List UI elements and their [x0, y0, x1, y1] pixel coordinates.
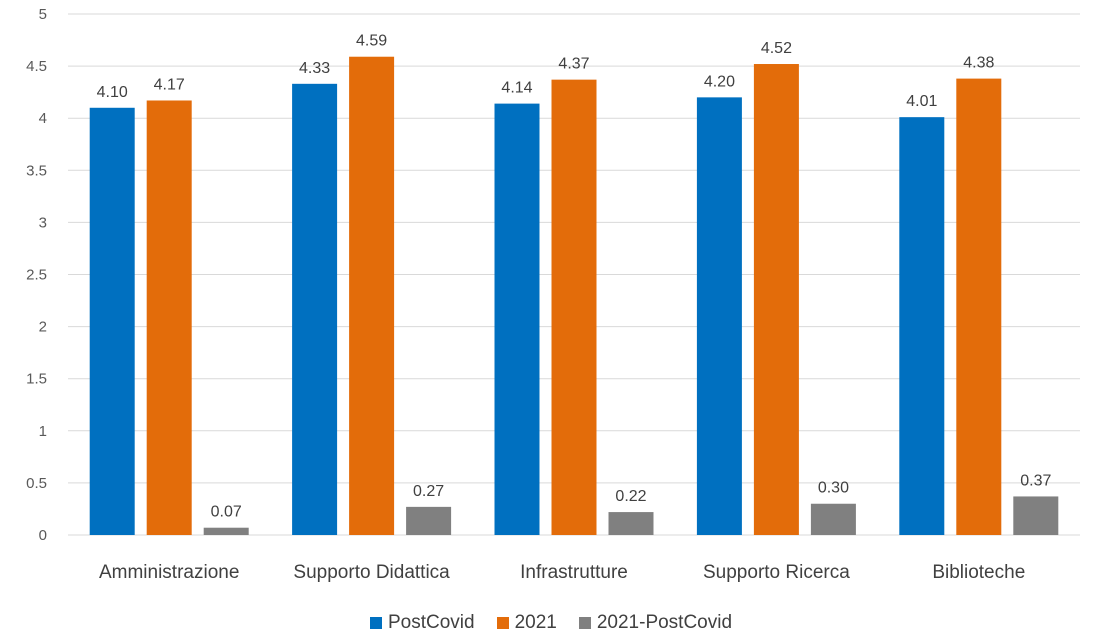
y-tick-label: 2.5: [26, 267, 47, 284]
legend-swatch: [369, 617, 382, 629]
y-tick-label: 2: [39, 319, 47, 336]
data-label: 4.10: [97, 84, 128, 101]
bar-2021: [551, 79, 597, 536]
data-label: 4.37: [558, 56, 589, 73]
y-tick-label: 4: [39, 110, 47, 127]
bars: [89, 56, 1059, 536]
data-label: 0.22: [615, 488, 646, 505]
bar-2021: [956, 78, 1002, 535]
y-tick-label: 4.5: [26, 58, 47, 75]
bar-2021-postcovid: [406, 506, 452, 535]
data-label: 4.01: [906, 93, 937, 110]
data-label: 0.37: [1020, 472, 1051, 489]
category-label: Amministrazione: [99, 562, 239, 583]
bar-2021: [349, 56, 395, 536]
bar-2021: [146, 100, 192, 536]
y-axis-ticks: 0 0.5 1 1.5 2 2.5 3 3.5 4 4.5 5: [26, 6, 47, 544]
legend: PostCovid 2021 2021-PostCovid: [0, 612, 1102, 634]
legend-item: 2021-PostCovid: [578, 612, 733, 634]
bar-chart: 00.511.522.533.544.55 4.10 4.170.074.334.…: [26, 6, 1080, 583]
bar-2021-postcovid: [203, 527, 249, 535]
category-label: Biblioteche: [932, 562, 1025, 583]
bar-postcovid: [89, 107, 135, 535]
category-label: Supporto Ricerca: [703, 562, 850, 583]
y-tick-label: 1.5: [26, 371, 47, 388]
y-tick-label: 3: [39, 214, 47, 231]
y-tick-label: 3.5: [26, 162, 47, 179]
bar-postcovid: [494, 103, 540, 535]
bar-2021: [753, 64, 799, 536]
legend-label: 2021: [514, 612, 557, 633]
legend-item: 2021: [496, 612, 557, 634]
bar-2021-postcovid: [810, 503, 856, 535]
y-tick-label: 1: [39, 423, 47, 440]
category-labels: Amministrazione Supporto Didattica Infrast…: [99, 562, 1025, 583]
data-label: 4.59: [356, 33, 387, 50]
y-tick-label: 0: [39, 527, 47, 544]
legend-swatch: [578, 617, 591, 629]
data-label: 4.33: [299, 60, 330, 77]
legend-label: PostCovid: [387, 612, 475, 633]
data-label: 4.14: [501, 80, 532, 97]
data-label: 4.20: [704, 73, 735, 90]
legend-swatch: [496, 617, 509, 629]
data-label: 0.07: [211, 504, 242, 521]
data-labels: 4.10 4.17 0.07 4.33 4.59 0.27 4.14 4.37 0.22 4.20…: [97, 33, 1052, 521]
category-label: Infrastrutture: [520, 562, 628, 583]
data-label: 4.17: [154, 76, 185, 93]
data-label: 0.30: [818, 480, 849, 497]
bar-2021-postcovid: [608, 512, 654, 535]
legend-label: 2021-PostCovid: [596, 612, 733, 633]
bar-2021-postcovid: [1013, 496, 1059, 535]
y-tick-label: 0.5: [26, 475, 47, 492]
bar-postcovid: [696, 97, 742, 536]
data-label: 4.52: [761, 40, 792, 57]
legend-item: PostCovid: [369, 612, 475, 634]
bar-postcovid: [899, 117, 945, 536]
bar-postcovid: [292, 83, 338, 536]
data-label: 0.27: [413, 483, 444, 500]
category-label: Supporto Didattica: [293, 562, 450, 583]
data-label: 4.38: [963, 55, 994, 72]
y-tick-label: 5: [39, 6, 47, 23]
